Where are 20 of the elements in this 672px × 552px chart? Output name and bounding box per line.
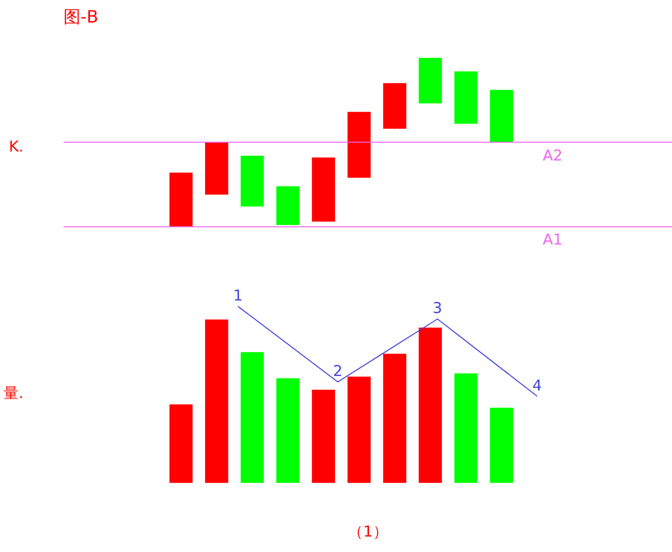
ref-line-label: A2: [542, 146, 563, 164]
x-tick-label: 3: [432, 299, 442, 318]
bar: [312, 390, 336, 483]
bar: [418, 328, 442, 483]
bar: [276, 378, 300, 483]
y-axis-title: 量.: [4, 384, 24, 402]
x-tick-label: 4: [532, 376, 542, 394]
bar: [205, 320, 228, 483]
ref-line-label: A1: [542, 230, 563, 249]
bar: [383, 354, 406, 483]
y-axis-title: K.: [8, 138, 24, 156]
bar: [454, 373, 478, 483]
bar: [348, 376, 371, 483]
chart-title: 图-B: [64, 8, 98, 28]
bar: [240, 352, 264, 483]
text: （1）: [348, 522, 388, 540]
bar: [169, 404, 193, 483]
bar: [490, 408, 514, 483]
x-tick-label: 1: [233, 286, 243, 304]
x-tick-label: 2: [332, 362, 343, 380]
